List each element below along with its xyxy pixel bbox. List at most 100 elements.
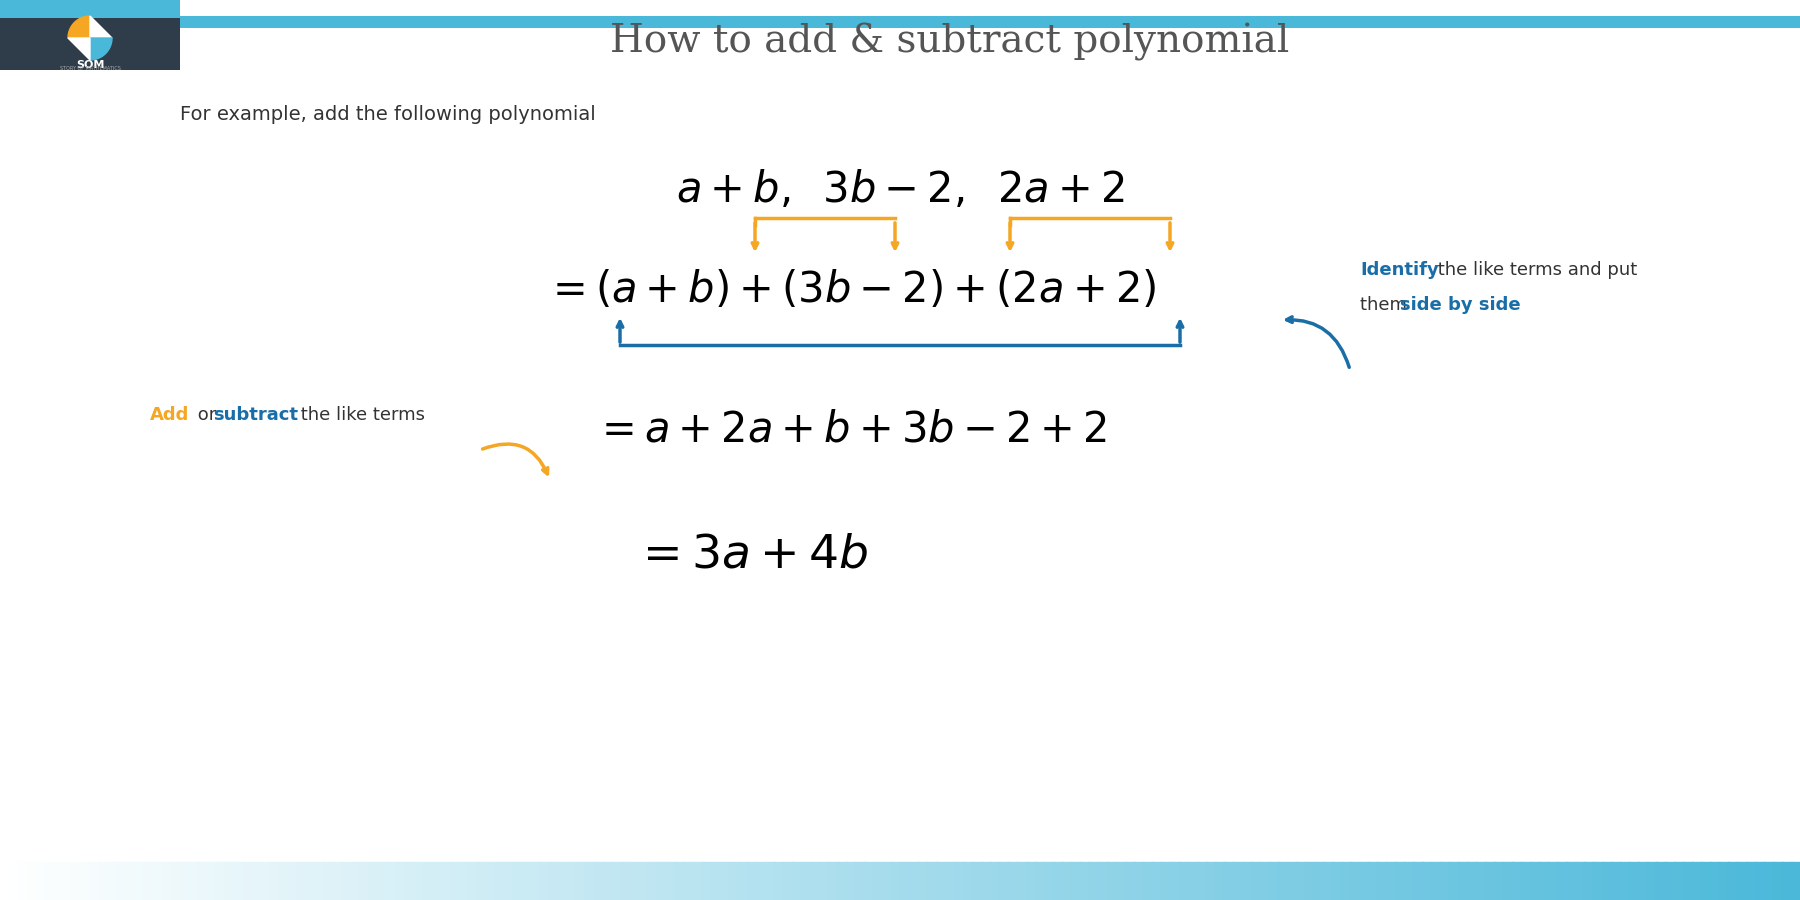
Bar <box>810 862 821 900</box>
Bar <box>1602 862 1613 900</box>
Bar <box>1503 862 1514 900</box>
Text: $= a + 2a + b + 3b - 2 + 2$: $= a + 2a + b + 3b - 2 + 2$ <box>592 409 1107 451</box>
Bar <box>135 862 146 900</box>
Bar <box>1053 862 1064 900</box>
Bar <box>459 862 470 900</box>
Text: How to add & subtract polynomial: How to add & subtract polynomial <box>610 23 1289 61</box>
Bar <box>900 862 911 900</box>
Bar <box>1593 862 1604 900</box>
Polygon shape <box>90 16 112 38</box>
Bar <box>324 862 335 900</box>
Bar <box>1161 862 1172 900</box>
Bar <box>1224 862 1235 900</box>
Bar <box>1530 862 1541 900</box>
Text: $a + b, \;\; 3b - 2, \;\; 2a + 2$: $a + b, \;\; 3b - 2, \;\; 2a + 2$ <box>675 169 1125 211</box>
Bar <box>1044 862 1055 900</box>
Bar <box>189 862 200 900</box>
Bar <box>1701 862 1712 900</box>
Text: SOM: SOM <box>76 60 104 70</box>
Bar <box>783 862 794 900</box>
Bar <box>1035 862 1046 900</box>
Bar <box>1323 862 1334 900</box>
Bar <box>369 862 380 900</box>
Bar <box>558 862 569 900</box>
Bar <box>756 862 767 900</box>
Bar <box>801 862 812 900</box>
Bar <box>27 862 38 900</box>
Bar <box>63 862 74 900</box>
FancyBboxPatch shape <box>180 16 1800 28</box>
Bar <box>675 862 686 900</box>
Bar <box>594 862 605 900</box>
Text: $= 3a + 4b$: $= 3a + 4b$ <box>632 533 868 578</box>
Bar <box>1116 862 1127 900</box>
Bar <box>1557 862 1568 900</box>
Bar <box>837 862 848 900</box>
Bar <box>432 862 443 900</box>
Bar <box>1521 862 1532 900</box>
Polygon shape <box>68 38 90 60</box>
Bar <box>396 862 407 900</box>
Bar <box>1710 862 1721 900</box>
Text: Identify: Identify <box>1361 261 1438 279</box>
Bar <box>522 862 533 900</box>
Bar <box>288 862 299 900</box>
Bar <box>1008 862 1019 900</box>
Bar <box>1764 862 1775 900</box>
Bar <box>1125 862 1136 900</box>
Bar <box>342 862 353 900</box>
Bar <box>360 862 371 900</box>
Bar <box>567 862 578 900</box>
Bar <box>1512 862 1523 900</box>
Bar <box>1188 862 1199 900</box>
Bar <box>1539 862 1550 900</box>
Bar <box>1089 862 1100 900</box>
Bar <box>450 862 461 900</box>
Bar <box>585 862 596 900</box>
Text: STORY OF MATHEMATICS: STORY OF MATHEMATICS <box>59 67 121 71</box>
Bar <box>207 862 218 900</box>
Bar <box>531 862 542 900</box>
Bar <box>1566 862 1577 900</box>
Bar <box>1584 862 1595 900</box>
Bar <box>927 862 938 900</box>
Bar <box>1647 862 1658 900</box>
Bar <box>261 862 272 900</box>
Bar <box>81 862 92 900</box>
Bar <box>0 862 11 900</box>
Bar <box>666 862 677 900</box>
Bar <box>621 862 632 900</box>
Bar <box>1485 862 1496 900</box>
Bar <box>1674 862 1685 900</box>
Bar <box>639 862 650 900</box>
Bar <box>828 862 839 900</box>
Bar <box>1449 862 1460 900</box>
Bar <box>486 862 497 900</box>
Bar <box>1629 862 1640 900</box>
Bar <box>1071 862 1082 900</box>
Bar <box>54 862 65 900</box>
Bar <box>243 862 254 900</box>
Bar <box>1413 862 1424 900</box>
Bar <box>864 862 875 900</box>
Bar <box>612 862 623 900</box>
Bar <box>198 862 209 900</box>
Text: side by side: side by side <box>1400 296 1521 314</box>
Bar <box>1080 862 1091 900</box>
Bar <box>171 862 182 900</box>
Bar <box>1314 862 1325 900</box>
Bar <box>540 862 551 900</box>
FancyBboxPatch shape <box>0 0 180 18</box>
Bar <box>99 862 110 900</box>
Bar <box>702 862 713 900</box>
Bar <box>1440 862 1451 900</box>
Bar <box>234 862 245 900</box>
Bar <box>936 862 947 900</box>
Bar <box>855 862 866 900</box>
FancyBboxPatch shape <box>0 0 180 70</box>
Bar <box>693 862 704 900</box>
Text: the like terms: the like terms <box>295 406 425 424</box>
Bar <box>513 862 524 900</box>
Bar <box>882 862 893 900</box>
Bar <box>1377 862 1388 900</box>
